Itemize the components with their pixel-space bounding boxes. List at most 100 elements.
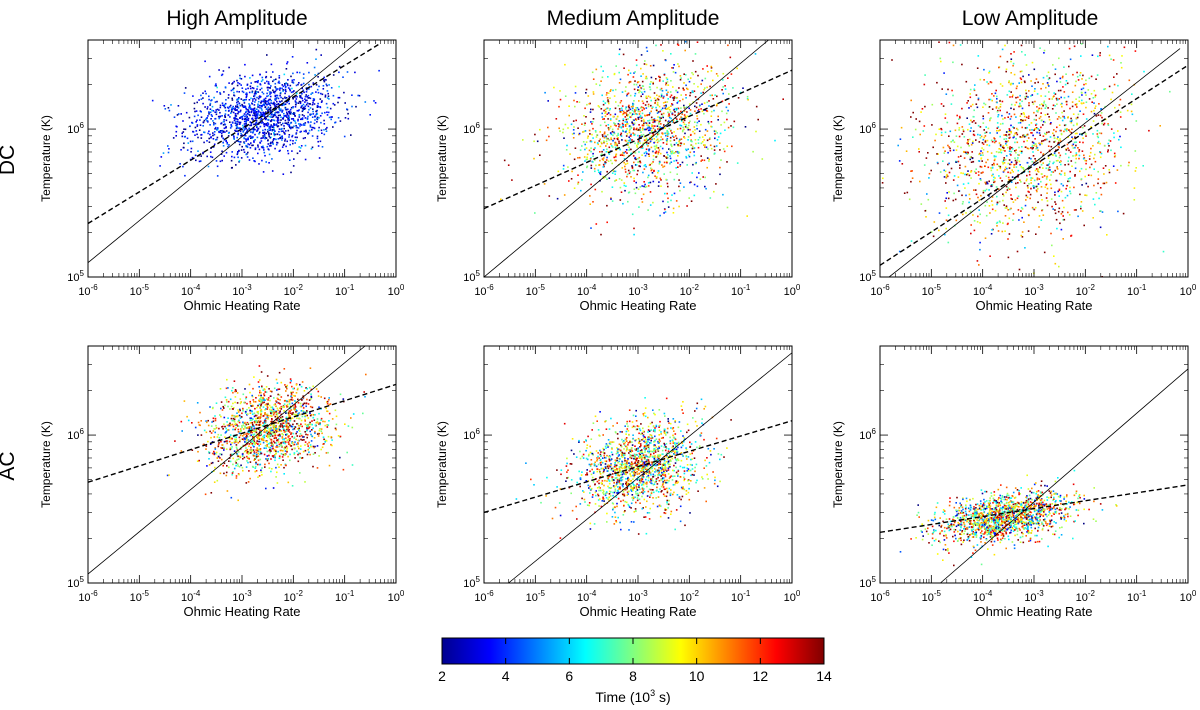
scatter-point [609, 97, 611, 99]
scatter-point [295, 139, 297, 142]
scatter-point [553, 86, 555, 89]
scatter-point [710, 67, 713, 69]
scatter-point [255, 91, 258, 93]
scatter-point [302, 103, 305, 106]
scatter-point [1054, 93, 1057, 95]
scatter-point [284, 114, 287, 117]
scatter-point [274, 106, 276, 109]
scatter-point [618, 71, 620, 74]
scatter-point [645, 63, 648, 66]
scatter-point [1091, 54, 1094, 56]
scatter-point [279, 109, 282, 112]
scatter-point [642, 142, 645, 145]
scatter-point [294, 120, 296, 122]
scatter-point [598, 171, 600, 173]
scatter-point [658, 133, 660, 135]
scatter-point [270, 133, 272, 135]
scatter-point [1002, 222, 1004, 224]
scatter-point [1071, 119, 1073, 122]
scatter-point [287, 417, 290, 419]
scatter-point [1120, 146, 1122, 149]
scatter-point [990, 233, 993, 235]
scatter-point [574, 105, 576, 108]
scatter-point [191, 140, 194, 143]
scatter-point [1071, 138, 1074, 140]
scatter-point [238, 97, 240, 99]
scatter-point [934, 139, 936, 142]
scatter-point [962, 130, 965, 133]
scatter-point [338, 85, 340, 88]
scatter-point [186, 137, 189, 140]
scatter-point [623, 182, 626, 184]
scatter-point [619, 186, 622, 189]
scatter-point [246, 93, 248, 96]
scatter-point [1113, 155, 1116, 158]
scatter-point [990, 117, 992, 119]
scatter-point [270, 116, 272, 118]
scatter-point [623, 152, 625, 154]
scatter-point [1063, 96, 1066, 99]
scatter-point [782, 98, 784, 100]
scatter-point [1083, 224, 1085, 227]
scatter-point [974, 122, 977, 124]
scatter-point [306, 102, 309, 104]
scatter-point [713, 149, 716, 151]
scatter-point [577, 183, 579, 185]
scatter-point [312, 98, 315, 100]
scatter-point [1018, 268, 1021, 271]
scatter-point [1123, 46, 1126, 49]
scatter-point [1080, 91, 1083, 94]
scatter-point [221, 115, 223, 117]
scatter-point [984, 237, 987, 239]
scatter-point [1010, 130, 1012, 133]
scatter-point [309, 107, 312, 109]
scatter-point [222, 141, 224, 144]
scatter-point [1082, 157, 1085, 160]
scatter-point [1047, 167, 1050, 170]
scatter-point [239, 109, 242, 112]
scatter-point [298, 123, 300, 125]
scatter-point [1085, 94, 1087, 96]
scatter-point [255, 114, 258, 117]
scatter-point [648, 155, 650, 157]
scatter-point [1049, 136, 1052, 138]
scatter-point [704, 185, 706, 188]
scatter-point [953, 175, 956, 177]
scatter-point [302, 109, 304, 111]
scatter-point [277, 114, 280, 117]
scatter-point [590, 140, 593, 143]
scatter-point [253, 160, 255, 162]
scatter-point [681, 161, 684, 164]
scatter-point [625, 111, 627, 114]
scatter-point [970, 171, 972, 173]
scatter-point [243, 137, 245, 139]
scatter-point [623, 67, 625, 69]
scatter-point [286, 140, 288, 143]
scatter-point [665, 59, 667, 62]
scatter-point [275, 103, 278, 106]
scatter-point [276, 125, 279, 128]
scatter-point [601, 116, 604, 118]
scatter-point [301, 93, 303, 95]
scatter-point [270, 113, 273, 116]
scatter-point [1052, 154, 1054, 156]
scatter-point [675, 137, 678, 140]
scatter-point [1075, 152, 1078, 154]
scatter-point [629, 80, 632, 83]
scatter-point [661, 107, 664, 110]
scatter-point [641, 129, 644, 131]
scatter-point [237, 100, 239, 103]
scatter-point [267, 99, 270, 102]
scatter-point [628, 139, 630, 142]
scatter-point [264, 128, 266, 131]
scatter-point [669, 155, 671, 157]
scatter-point [1011, 148, 1014, 150]
scatter-point [263, 103, 265, 106]
scatter-point [225, 99, 227, 101]
scatter-point [1069, 170, 1071, 173]
scatter-point [616, 143, 618, 145]
scatter-point [587, 95, 590, 97]
scatter-point [558, 127, 560, 130]
scatter-point [1033, 164, 1035, 166]
